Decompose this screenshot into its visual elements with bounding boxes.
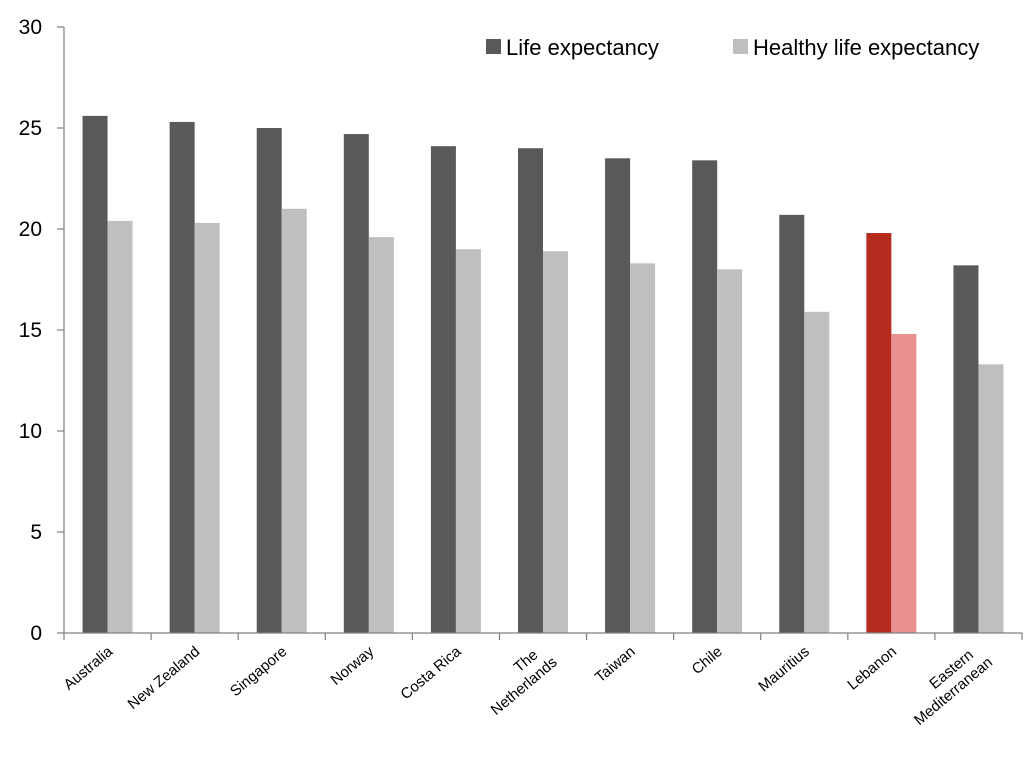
bar-life-expectancy-10 [953, 265, 979, 633]
bar-life-expectancy-4 [430, 146, 456, 633]
bar-healthy-life-expectancy-7 [717, 269, 743, 633]
x-tick-label-0: Australia [60, 643, 116, 694]
y-tick-label-6: 30 [19, 16, 42, 39]
y-tick-label-4: 20 [19, 218, 42, 241]
x-tick-label-line: Lebanon [844, 643, 900, 694]
y-tick-label-5: 25 [19, 117, 42, 140]
bar-life-expectancy-0 [82, 115, 108, 633]
x-tick-label-line: Taiwan [592, 643, 639, 686]
legend-swatch-0 [486, 39, 501, 54]
x-tick-label-line: Australia [60, 643, 116, 694]
x-tick-label-5: TheNetherlands [476, 640, 560, 719]
bar-life-expectancy-7 [692, 160, 718, 633]
legend-label-0: Life expectancy [506, 35, 659, 60]
bar-life-expectancy-9 [866, 233, 892, 634]
bar-life-expectancy-3 [343, 134, 369, 633]
bar-life-expectancy-8 [779, 214, 805, 634]
bar-healthy-life-expectancy-0 [107, 220, 133, 634]
bars-group [82, 115, 1004, 634]
bar-life-expectancy-2 [256, 128, 282, 633]
legend: Life expectancy Healthy life expectancy [486, 35, 979, 60]
bar-healthy-life-expectancy-9 [891, 334, 917, 633]
legend-label-1: Healthy life expectancy [753, 35, 979, 60]
y-tick-label-3: 15 [19, 319, 42, 342]
bar-healthy-life-expectancy-6 [630, 263, 656, 633]
bar-healthy-life-expectancy-8 [804, 311, 830, 633]
x-tick-label-3: Norway [328, 643, 378, 689]
x-tick-label-line: Costa Rica [397, 643, 465, 704]
x-tick-label-4: Costa Rica [397, 643, 465, 704]
x-tick-label-line: Chile [689, 643, 726, 678]
bar-life-expectancy-1 [169, 121, 195, 633]
x-tick-label-line: Norway [328, 643, 378, 689]
x-tick-label-line: Singapore [227, 643, 290, 700]
bar-life-expectancy-5 [518, 148, 543, 633]
x-tick-label-line: Mauritius [755, 643, 813, 695]
bar-healthy-life-expectancy-2 [281, 208, 307, 634]
x-tick-label-7: Chile [689, 643, 726, 678]
y-tick-label-2: 10 [19, 420, 42, 443]
x-tick-label-9: Lebanon [844, 643, 900, 694]
x-tick-label-line: New Zealand [125, 643, 204, 713]
bar-life-expectancy-6 [605, 158, 631, 634]
y-tick-label-1: 5 [30, 521, 42, 544]
bar-healthy-life-expectancy-5 [543, 251, 568, 633]
legend-swatch-1 [733, 39, 748, 54]
x-tick-label-1: New Zealand [125, 643, 204, 713]
y-tick-label-0: 0 [30, 622, 42, 645]
bar-healthy-life-expectancy-4 [455, 249, 481, 633]
x-tick-label-6: Taiwan [592, 643, 639, 686]
bar-healthy-life-expectancy-3 [368, 237, 394, 633]
x-tick-label-2: Singapore [227, 643, 290, 700]
x-tick-label-10: EasternMediterranean [899, 640, 996, 729]
x-tick-label-8: Mauritius [755, 643, 813, 695]
bar-healthy-life-expectancy-1 [194, 222, 220, 633]
bar-healthy-life-expectancy-10 [978, 364, 1004, 633]
